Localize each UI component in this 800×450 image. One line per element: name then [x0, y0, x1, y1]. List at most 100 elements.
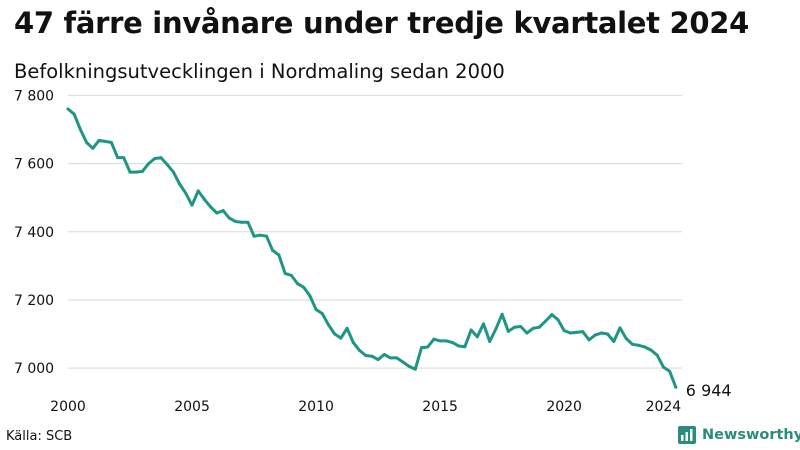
data-point [159, 156, 163, 160]
y-tick-label: 7 200 [14, 293, 54, 309]
data-point [178, 182, 182, 186]
data-point [289, 273, 293, 277]
data-point [85, 140, 89, 144]
data-point [128, 170, 132, 174]
data-point [506, 329, 510, 333]
data-point [426, 345, 430, 349]
data-point [413, 367, 417, 371]
data-point [395, 356, 399, 360]
data-point [519, 325, 523, 329]
grid-lines [68, 94, 682, 369]
data-point [587, 338, 591, 342]
data-point [407, 364, 411, 368]
brand-logo[interactable]: Newsworthy [678, 426, 800, 444]
data-point [382, 353, 386, 356]
source-note: Källa: SCB [6, 429, 73, 444]
data-point [599, 331, 603, 335]
data-point [575, 330, 579, 334]
data-point [233, 220, 237, 224]
data-point [618, 326, 622, 330]
data-point [264, 234, 268, 238]
data-point [320, 312, 324, 316]
data-point [513, 325, 517, 329]
data-point [432, 337, 436, 341]
data-point [438, 339, 442, 343]
newsworthy-chart-icon [678, 426, 696, 444]
data-point [147, 162, 151, 166]
data-point [190, 203, 194, 207]
data-point [643, 345, 647, 349]
x-tick-label: 2015 [422, 399, 458, 415]
data-point [227, 216, 231, 220]
end-value-label: 6 944 [686, 381, 732, 400]
y-tick-label: 7 600 [14, 157, 54, 173]
data-point [103, 139, 107, 143]
data-point [345, 326, 349, 330]
data-point [184, 191, 188, 195]
data-point [655, 353, 659, 357]
data-point [339, 336, 343, 340]
data-point [221, 209, 225, 213]
data-point [420, 346, 424, 350]
data-point [246, 220, 250, 224]
data-point [593, 333, 597, 337]
data-point [140, 169, 144, 173]
data-point [153, 156, 157, 160]
data-point [134, 170, 138, 174]
chart-subtitle: Befolkningsutvecklingen i Nordmaling sed… [14, 60, 505, 83]
x-tick-label: 2024 [646, 399, 682, 415]
data-point [209, 205, 213, 209]
y-tick-label: 7 400 [14, 225, 54, 241]
y-tick-label: 7 800 [14, 88, 54, 104]
data-point [165, 163, 169, 167]
data-point [525, 331, 529, 335]
x-tick-label: 2005 [174, 399, 210, 415]
chart-title: 47 färre invånare under tredje kvartalet… [14, 6, 750, 40]
data-point [475, 335, 479, 339]
data-point [240, 220, 244, 224]
data-point [302, 285, 306, 289]
data-point [606, 332, 610, 336]
data-point [78, 128, 82, 131]
data-point [668, 369, 672, 373]
data-point [277, 253, 281, 257]
data-point [444, 339, 448, 343]
data-point [258, 233, 262, 237]
series-line [66, 107, 678, 389]
data-point [364, 354, 368, 358]
data-point [308, 294, 312, 298]
data-point [463, 345, 467, 349]
x-tick-label: 2020 [546, 399, 582, 415]
data-point [612, 340, 616, 344]
data-point [469, 328, 473, 332]
data-point [488, 340, 492, 344]
data-point [624, 336, 628, 340]
data-point [537, 325, 541, 329]
data-point [314, 308, 318, 311]
data-point [544, 319, 548, 323]
data-point [482, 322, 486, 326]
data-point [171, 170, 175, 174]
data-point [91, 146, 95, 150]
data-point [271, 249, 275, 253]
brand-name: Newsworthy [702, 427, 800, 443]
data-point [531, 326, 535, 330]
data-point [122, 156, 126, 160]
data-point [66, 107, 70, 111]
data-point [326, 323, 330, 327]
data-point [562, 329, 566, 333]
x-tick-label: 2010 [298, 399, 334, 415]
data-point [389, 356, 393, 360]
x-tick-label: 2000 [50, 399, 86, 415]
data-point [661, 365, 665, 369]
y-tick-label: 7 000 [14, 361, 54, 377]
data-point [451, 341, 455, 345]
data-point [215, 211, 219, 215]
data-point [637, 343, 641, 347]
data-point [649, 348, 653, 352]
data-point [674, 385, 678, 389]
data-point [550, 313, 554, 317]
series-group [66, 107, 678, 389]
data-point [196, 189, 200, 193]
